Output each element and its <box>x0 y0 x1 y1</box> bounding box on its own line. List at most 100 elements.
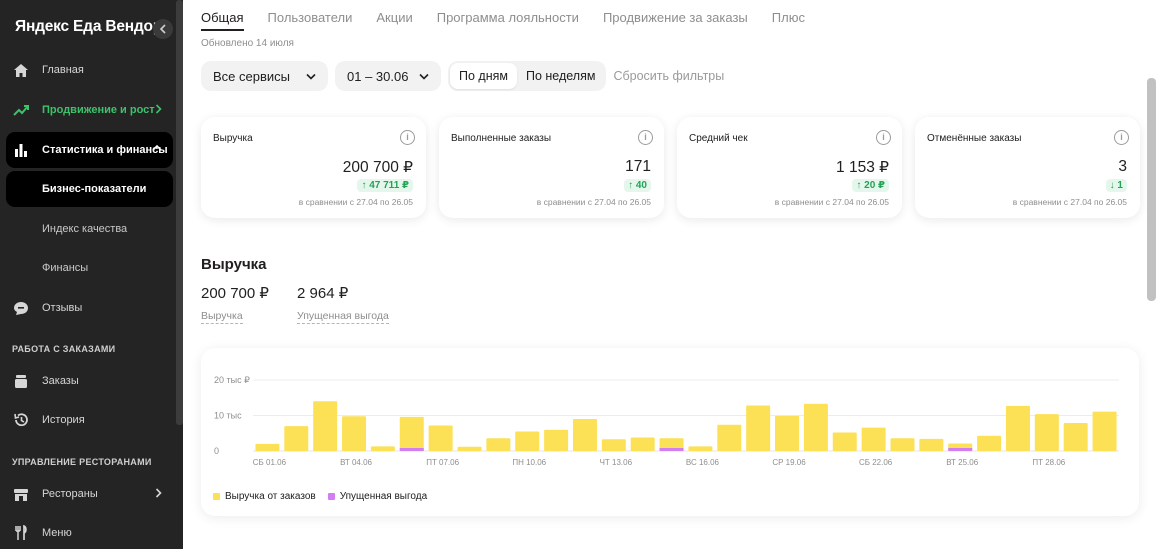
trend-up-icon <box>13 102 29 118</box>
sidebar-item-label: История <box>42 414 85 426</box>
section-label-orders: РАБОТА С ЗАКАЗАМИ <box>12 344 116 354</box>
bar-revenue <box>803 403 828 451</box>
sidebar-item-reviews[interactable]: Отзывы <box>6 290 173 326</box>
sidebar-item-business[interactable]: Бизнес-показатели <box>6 171 173 207</box>
sidebar-item-orders[interactable]: Заказы <box>6 363 173 399</box>
kpi-cards: Выручка i 200 700 ₽ ↑ 47 711 ₽ в сравнен… <box>201 117 1140 218</box>
sidebar-item-quality[interactable]: Индекс качества <box>6 211 173 247</box>
card-compare: в сравнении с 27.04 по 26.05 <box>1012 197 1127 207</box>
lost-profit-value: 2 964 ₽ <box>297 285 349 302</box>
sidebar-item-label: Финансы <box>42 262 89 274</box>
sidebar-item-home[interactable]: Главная <box>6 52 173 88</box>
legend-item-revenue[interactable]: Выручка от заказов <box>213 491 316 502</box>
y-tick-label: 0 <box>214 446 219 456</box>
bar-lost-profit <box>948 448 973 451</box>
page-scrollbar[interactable] <box>1147 78 1156 301</box>
by-days-button[interactable]: По дням <box>450 63 517 89</box>
bar-revenue <box>544 429 569 451</box>
bar-revenue <box>255 443 280 451</box>
bar-revenue <box>746 405 771 451</box>
bar-revenue <box>370 446 395 451</box>
tab-plus[interactable]: Плюс <box>771 10 805 25</box>
card-delta: ↑ 47 711 ₽ <box>357 179 413 192</box>
info-icon[interactable]: i <box>638 130 653 145</box>
sidebar-item-restaurants[interactable]: Рестораны <box>6 476 173 512</box>
history-icon <box>13 412 29 428</box>
kpi-card-revenue: Выручка i 200 700 ₽ ↑ 47 711 ₽ в сравнен… <box>201 117 426 218</box>
sidebar-scrollbar[interactable] <box>176 0 183 425</box>
sidebar-item-finance[interactable]: Финансы <box>6 250 173 286</box>
bar-revenue <box>775 415 800 451</box>
chevron-up-icon <box>152 144 162 151</box>
card-delta: ↑ 20 ₽ <box>852 179 889 192</box>
x-tick-label: ВС 16.06 <box>686 458 720 467</box>
tab-order-promotion[interactable]: Продвижение за заказы <box>602 10 748 25</box>
section-label-restaurants: УПРАВЛЕНИЕ РЕСТОРАНАМИ <box>12 457 152 467</box>
sidebar-item-promo[interactable]: Продвижение и рост <box>6 92 173 128</box>
x-tick-label: ВТ 04.06 <box>340 458 372 467</box>
period-select[interactable]: 01 – 30.06 <box>335 61 441 91</box>
info-icon[interactable]: i <box>876 130 891 145</box>
tab-loyalty[interactable]: Программа лояльности <box>436 10 579 25</box>
sidebar-item-history[interactable]: История <box>6 402 173 438</box>
legend-label: Выручка от заказов <box>225 491 316 502</box>
store-icon <box>13 486 29 502</box>
bar-revenue <box>572 419 597 451</box>
sidebar-item-label: Статистика и финансы <box>42 144 168 156</box>
chevron-down-icon <box>306 73 316 80</box>
bar-revenue <box>342 416 367 451</box>
tab-promotions[interactable]: Акции <box>376 10 413 25</box>
lost-profit: 2 964 ₽ Упущенная выгода <box>297 284 389 324</box>
chat-icon <box>13 300 29 316</box>
bar-revenue <box>284 426 309 451</box>
app-logo[interactable]: Яндекс Еда Вендор <box>15 18 163 35</box>
revenue-total-value: 200 700 ₽ <box>201 285 269 302</box>
reset-filters-button[interactable]: Сбросить фильтры <box>613 69 725 83</box>
tab-users[interactable]: Пользователи <box>267 10 353 25</box>
bar-revenue <box>832 432 857 451</box>
legend-swatch <box>327 493 335 500</box>
lost-profit-label[interactable]: Упущенная выгода <box>297 310 389 324</box>
updated-label: Обновлено 14 июля <box>201 38 294 49</box>
revenue-section-title: Выручка <box>201 256 267 273</box>
tabs: Общая Пользователи Акции Программа лояль… <box>201 10 829 31</box>
sidebar-item-stats[interactable]: Статистика и финансы <box>6 132 173 168</box>
sidebar-item-label: Продвижение и рост <box>42 104 155 116</box>
chevron-down-icon <box>419 73 429 80</box>
card-compare: в сравнении с 27.04 по 26.05 <box>536 197 651 207</box>
y-tick-label: 20 тыс ₽ <box>214 375 250 385</box>
chevron-right-icon <box>155 104 162 114</box>
revenue-chart-card: 20 тыс ₽ 10 тыс 0 СБ 01.06 ВТ 04.06 ПТ 07.06 П… <box>201 348 1139 516</box>
info-icon[interactable]: i <box>1114 130 1129 145</box>
granularity-toggle: По дням По неделям <box>448 61 607 91</box>
services-select-value: Все сервисы <box>213 68 290 84</box>
revenue-total-label[interactable]: Выручка <box>201 310 243 324</box>
card-compare: в сравнении с 27.04 по 26.05 <box>298 197 413 207</box>
legend-item-lost-profit[interactable]: Упущенная выгода <box>327 491 428 502</box>
chart-legend: Выручка от заказов Упущенная выгода <box>213 491 439 502</box>
tab-general[interactable]: Общая <box>201 10 244 31</box>
y-tick-label: 10 тыс <box>214 411 242 421</box>
sidebar-item-label: Заказы <box>42 375 79 387</box>
x-tick-label: СР 19.06 <box>772 458 806 467</box>
bar-revenue <box>717 424 742 451</box>
bar-revenue <box>399 416 424 451</box>
collapse-sidebar-button[interactable] <box>153 19 173 39</box>
sidebar-item-menu[interactable]: Меню <box>6 515 173 549</box>
bar-revenue <box>486 438 511 451</box>
x-tick-label: ПН 10.06 <box>512 458 546 467</box>
bar-revenue <box>890 438 915 451</box>
kpi-card-completed-orders: Выполненные заказы i 171 ↑ 40 в сравнени… <box>439 117 664 218</box>
by-weeks-button[interactable]: По неделям <box>525 69 596 83</box>
legend-label: Упущенная выгода <box>339 491 428 502</box>
period-select-value: 01 – 30.06 <box>347 68 409 84</box>
revenue-chart[interactable]: 20 тыс ₽ 10 тыс 0 СБ 01.06 ВТ 04.06 ПТ 07.06 П… <box>201 348 1139 483</box>
card-value: 3 <box>1118 158 1127 175</box>
card-value: 171 <box>625 158 651 175</box>
bar-revenue <box>1005 405 1030 451</box>
card-title: Выполненные заказы <box>451 133 552 144</box>
info-icon[interactable]: i <box>400 130 415 145</box>
bar-revenue <box>1092 411 1117 451</box>
sidebar-item-label: Бизнес-показатели <box>42 183 147 195</box>
services-select[interactable]: Все сервисы <box>201 61 328 91</box>
